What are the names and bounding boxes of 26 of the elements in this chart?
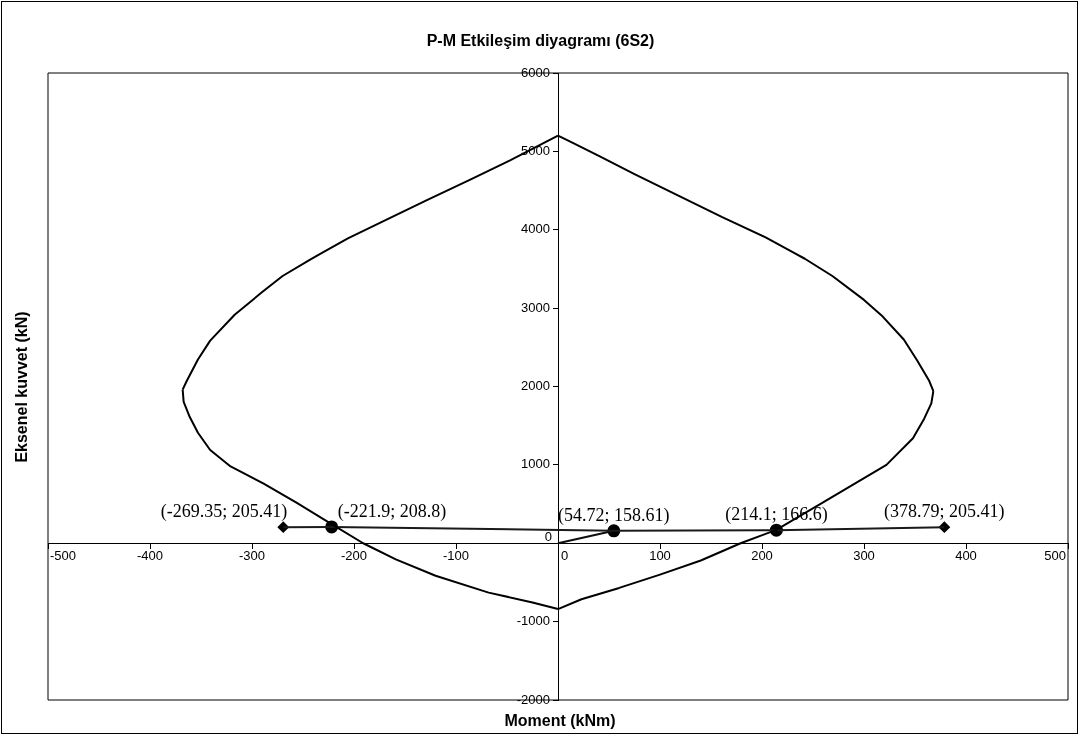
y-tick-label: 6000 bbox=[521, 64, 550, 80]
annotation: (54.72; 158.61) bbox=[558, 504, 670, 526]
y-tick-label: 4000 bbox=[521, 221, 550, 237]
x-tick-label: -300 bbox=[238, 548, 266, 564]
y-tick-label: 1000 bbox=[521, 456, 550, 472]
annotation: (-269.35; 205.41) bbox=[160, 500, 288, 522]
y-tick-label: -1000 bbox=[516, 613, 550, 629]
x-tick-label: -100 bbox=[442, 548, 470, 564]
x-tick-label: 0 bbox=[561, 548, 569, 564]
x-tick-label: 200 bbox=[751, 548, 773, 564]
annotation: (-221.9; 208.8) bbox=[337, 500, 447, 522]
x-tick-label: 100 bbox=[649, 548, 671, 564]
annotation: (378.79; 205.41) bbox=[884, 500, 1005, 522]
y-tick-label: 0 bbox=[544, 529, 552, 545]
x-axis-title: Moment (kNm) bbox=[503, 712, 617, 730]
y-tick-label: 2000 bbox=[521, 378, 550, 394]
x-tick-label: 500 bbox=[1044, 548, 1066, 564]
x-tick-label: -200 bbox=[340, 548, 368, 564]
x-tick-label: 400 bbox=[955, 548, 977, 564]
y-axis-title: Eksenel kuvvet (kN) bbox=[13, 311, 31, 463]
y-tick-label: 3000 bbox=[521, 299, 550, 315]
x-tick-label: -500 bbox=[50, 548, 77, 564]
x-tick-label: 300 bbox=[853, 548, 875, 564]
chart-title: P-M Etkileşim diyagramı (6S2) bbox=[425, 32, 656, 50]
y-tick-label: -2000 bbox=[516, 691, 550, 707]
x-tick-label: -400 bbox=[136, 548, 164, 564]
